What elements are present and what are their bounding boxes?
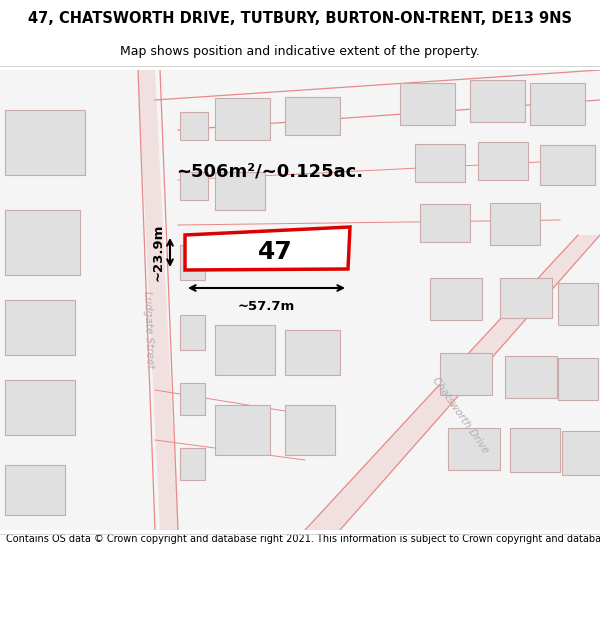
Bar [215,172,265,210]
Bar [215,325,275,375]
Bar [510,428,560,472]
Text: ~506m²/~0.125ac.: ~506m²/~0.125ac. [176,163,364,181]
Bar [430,278,482,320]
Bar [180,112,208,140]
Bar [285,330,340,375]
Bar [5,110,85,175]
Bar [400,83,455,125]
Text: Contains OS data © Crown copyright and database right 2021. This information is : Contains OS data © Crown copyright and d… [6,534,600,544]
Bar [448,428,500,470]
Bar [530,83,585,125]
Bar [285,97,340,135]
Bar [180,383,205,415]
Bar [490,203,540,245]
Bar [470,80,525,122]
Polygon shape [185,227,350,270]
Bar [562,431,600,475]
Bar [500,278,552,318]
Bar [5,300,75,355]
Bar [5,210,80,275]
Bar [505,356,557,398]
Polygon shape [138,70,178,530]
Bar [415,144,465,182]
Bar [440,353,492,395]
Bar [180,448,205,480]
Text: Chatsworth Drive: Chatsworth Drive [430,375,490,455]
Text: Map shows position and indicative extent of the property.: Map shows position and indicative extent… [120,45,480,58]
Text: 47: 47 [257,240,292,264]
Bar [215,405,270,455]
Bar [180,245,205,280]
Bar [478,142,528,180]
Text: ~57.7m: ~57.7m [238,300,295,313]
Bar [558,358,598,400]
Bar [5,465,65,515]
Polygon shape [305,235,600,530]
Bar [5,380,75,435]
Bar [558,283,598,325]
Bar [540,145,595,185]
Bar [180,315,205,350]
Bar [285,405,335,455]
Bar [215,98,270,140]
Bar [180,172,208,200]
Text: 47, CHATSWORTH DRIVE, TUTBURY, BURTON-ON-TRENT, DE13 9NS: 47, CHATSWORTH DRIVE, TUTBURY, BURTON-ON… [28,11,572,26]
Text: Ludgate Street: Ludgate Street [142,291,154,369]
Bar [420,204,470,242]
Text: ~23.9m: ~23.9m [152,224,165,281]
